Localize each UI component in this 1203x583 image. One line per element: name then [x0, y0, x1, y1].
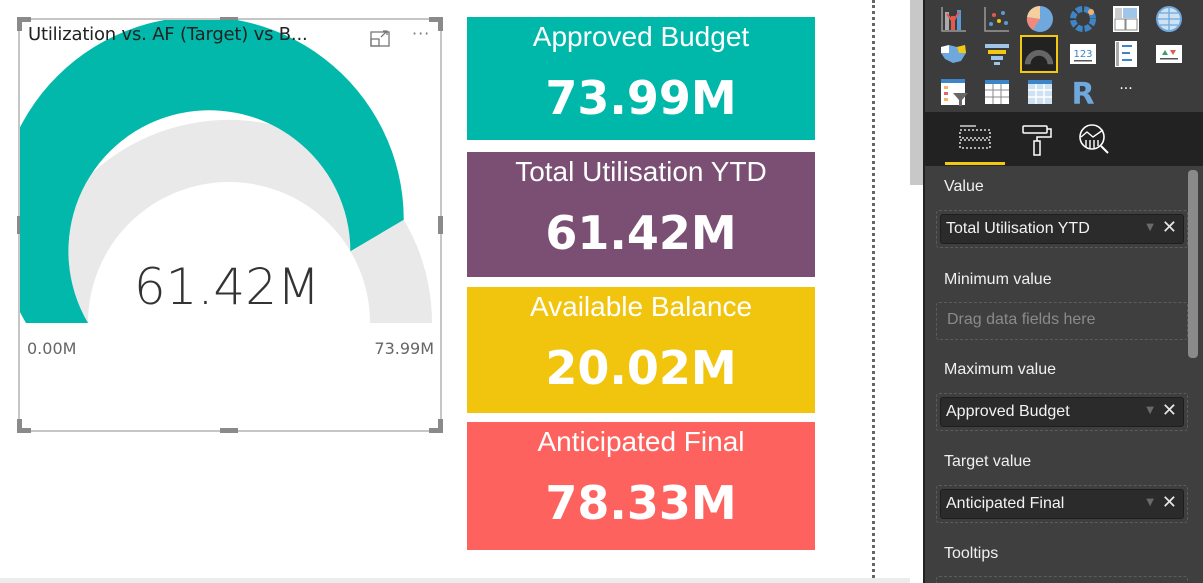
chevron-down-icon[interactable]: ▼ — [1146, 497, 1154, 508]
active-tab-indicator — [945, 162, 1005, 165]
gauge-min-label: 0.00M — [27, 339, 76, 358]
card-label: Approved Budget — [532, 21, 750, 52]
page-boundary-line — [872, 0, 875, 583]
gauge-visual[interactable]: 61.42M 0.00M 73.99M Utilization vs. AF (… — [17, 17, 443, 433]
card-icon-label: 123 — [1073, 49, 1092, 60]
field-chip[interactable]: Total Utilisation YTD ▼ ✕ — [940, 214, 1184, 244]
close-icon[interactable]: ✕ — [1161, 217, 1177, 238]
map-icon[interactable] — [1154, 4, 1184, 34]
resize-handle[interactable] — [438, 419, 443, 433]
analytics-icon — [1079, 124, 1109, 154]
card-label: Total Utilisation YTD — [515, 156, 767, 187]
resize-handle[interactable] — [220, 428, 238, 433]
well-label-maximum: Maximum value — [944, 361, 1057, 378]
well-minimum[interactable]: Drag data fields here — [936, 302, 1188, 340]
close-icon[interactable]: ✕ — [1161, 400, 1177, 421]
pane-tabs — [925, 112, 1203, 166]
gauge-icon[interactable] — [1020, 35, 1058, 73]
well-label-tooltips: Tooltips — [944, 545, 999, 562]
r-visual-icon[interactable]: R — [1068, 77, 1098, 112]
resize-handle[interactable] — [429, 17, 443, 22]
well-label-value: Value — [944, 178, 984, 195]
well-value[interactable]: Total Utilisation YTD ▼ ✕ — [936, 210, 1188, 248]
card-anticipated-final[interactable]: Anticipated Final 78.33M — [467, 422, 815, 550]
visual-title: Utilization vs. AF (Target) vs B... — [28, 24, 308, 45]
card-value: 78.33M — [545, 476, 737, 530]
field-name: Approved Budget — [946, 403, 1070, 420]
resize-handle[interactable] — [438, 216, 443, 234]
resize-handle[interactable] — [17, 17, 31, 22]
slicer-icon[interactable] — [939, 77, 969, 107]
gauge-value-label: 61.42M — [134, 258, 320, 316]
donut-chart-icon[interactable] — [1068, 4, 1098, 34]
field-name: Anticipated Final — [946, 495, 1065, 512]
drop-placeholder: Drag data fields here — [947, 311, 1096, 328]
scatter-chart-icon[interactable] — [982, 4, 1012, 34]
more-options-icon[interactable]: ··· — [412, 24, 431, 43]
well-tooltips[interactable] — [936, 576, 1188, 583]
pane-scrollbar[interactable] — [1188, 170, 1198, 358]
visualization-gallery: 123 R ··· — [925, 0, 1203, 112]
table-icon[interactable] — [982, 77, 1012, 107]
more-visuals-label: ··· — [1119, 81, 1132, 97]
resize-handle[interactable] — [17, 419, 22, 433]
card-label: Anticipated Final — [537, 426, 745, 457]
close-icon[interactable]: ✕ — [1161, 492, 1177, 513]
kpi-icon[interactable] — [1154, 39, 1184, 69]
well-target[interactable]: Anticipated Final ▼ ✕ — [936, 485, 1188, 523]
r-visual-label: R — [1071, 77, 1094, 107]
well-maximum[interactable]: Approved Budget ▼ ✕ — [936, 393, 1188, 431]
card-approved-budget[interactable]: Approved Budget 73.99M — [467, 17, 815, 140]
card-total-utilisation[interactable]: Total Utilisation YTD 61.42M — [467, 152, 815, 277]
card-icon[interactable]: 123 — [1068, 39, 1098, 69]
chevron-down-icon[interactable]: ▼ — [1146, 222, 1154, 233]
fields-icon — [959, 125, 991, 149]
field-chip[interactable]: Approved Budget ▼ ✕ — [940, 397, 1184, 427]
gauge-fill — [20, 20, 404, 323]
card-value: 20.02M — [545, 341, 737, 395]
fields-tab[interactable] — [952, 120, 1002, 160]
more-visuals-icon[interactable]: ··· — [1111, 77, 1141, 107]
field-name: Total Utilisation YTD — [946, 220, 1090, 237]
focus-mode-icon[interactable] — [370, 29, 390, 47]
report-canvas: 61.42M 0.00M 73.99M Utilization vs. AF (… — [0, 0, 910, 583]
well-label-target: Target value — [944, 453, 1032, 470]
canvas-scrollbar[interactable] — [910, 0, 923, 185]
resize-handle[interactable] — [17, 428, 31, 433]
field-chip[interactable]: Anticipated Final ▼ ✕ — [940, 489, 1184, 519]
resize-handle[interactable] — [429, 428, 443, 433]
filled-map-icon[interactable] — [939, 39, 969, 69]
gauge-chart: 61.42M 0.00M 73.99M — [20, 20, 434, 358]
treemap-icon[interactable] — [1111, 4, 1141, 34]
ribbon-chart-icon[interactable] — [939, 4, 969, 34]
card-value: 61.42M — [545, 206, 737, 260]
resize-handle[interactable] — [438, 17, 443, 31]
chevron-down-icon[interactable]: ▼ — [1146, 405, 1154, 416]
gauge-max-label: 73.99M — [374, 339, 434, 358]
canvas-bottom-edge — [0, 578, 910, 583]
visualizations-pane: 123 R ··· — [923, 0, 1203, 583]
resize-handle[interactable] — [17, 17, 22, 31]
card-value: 73.99M — [545, 71, 737, 125]
matrix-icon[interactable] — [1025, 77, 1055, 107]
format-tab[interactable] — [1015, 120, 1065, 160]
card-label: Available Balance — [529, 291, 753, 322]
funnel-chart-icon[interactable] — [982, 39, 1012, 69]
analytics-tab[interactable] — [1072, 120, 1122, 160]
multi-row-card-icon[interactable] — [1111, 39, 1141, 69]
field-wells: Value Total Utilisation YTD ▼ ✕ Minimum … — [925, 166, 1203, 583]
well-label-minimum: Minimum value — [944, 271, 1052, 288]
card-available-balance[interactable]: Available Balance 20.02M — [467, 287, 815, 413]
pie-chart-icon[interactable] — [1025, 4, 1055, 34]
paint-roller-icon — [1022, 125, 1052, 156]
